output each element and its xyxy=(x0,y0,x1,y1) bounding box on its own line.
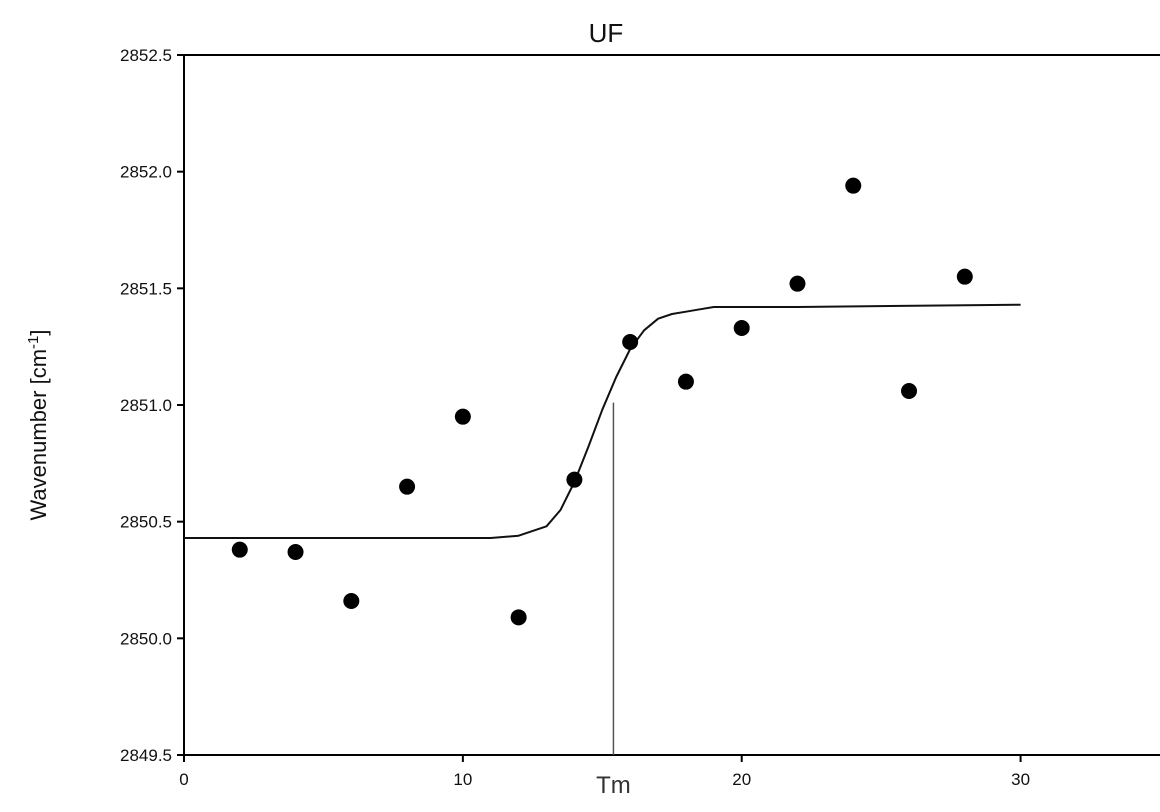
data-point xyxy=(733,320,750,336)
x-tick-label: 0 xyxy=(179,770,188,789)
data-point xyxy=(956,268,973,285)
y-axis-label-superscript: -1 xyxy=(25,336,42,349)
y-tick-label: 2851.0 xyxy=(120,396,172,415)
data-point xyxy=(789,275,806,292)
data-point xyxy=(566,471,583,488)
tm-label: Tm xyxy=(596,772,631,799)
data-point xyxy=(677,373,694,390)
y-tick-label: 2850.5 xyxy=(120,513,172,532)
y-tick-label: 2852.5 xyxy=(120,46,172,65)
y-tick-label: 2851.5 xyxy=(120,279,172,298)
data-point xyxy=(343,593,360,609)
data-point xyxy=(845,177,862,194)
data-point xyxy=(287,544,304,560)
y-tick-label: 2850.0 xyxy=(120,629,172,648)
data-point xyxy=(510,609,527,626)
x-tick-label: 10 xyxy=(453,770,472,789)
ticks: 2849.5 2850.0 2850.5 2851.0 2851.5 2852.0 2852… xyxy=(120,46,1030,789)
series xyxy=(184,177,1021,626)
axes xyxy=(183,54,1160,756)
data-point xyxy=(901,383,918,399)
y-axis-label-suffix: ] xyxy=(26,329,51,335)
data-point xyxy=(622,334,639,350)
fit-curve xyxy=(184,303,1021,539)
x-tick-label: 30 xyxy=(1011,770,1030,789)
data-point xyxy=(399,478,416,495)
data-point xyxy=(231,541,248,558)
annotations: Tm xyxy=(596,402,631,799)
chart-title: UF xyxy=(589,18,624,48)
y-tick-label: 2852.0 xyxy=(120,163,172,182)
x-tick-label: 20 xyxy=(732,770,751,789)
data-point xyxy=(454,408,471,425)
y-tick-label: 2849.5 xyxy=(120,746,172,765)
y-axis-label-main: Wavenumber [cm xyxy=(26,349,51,521)
y-axis-label: Wavenumber [cm-1] xyxy=(25,329,52,520)
